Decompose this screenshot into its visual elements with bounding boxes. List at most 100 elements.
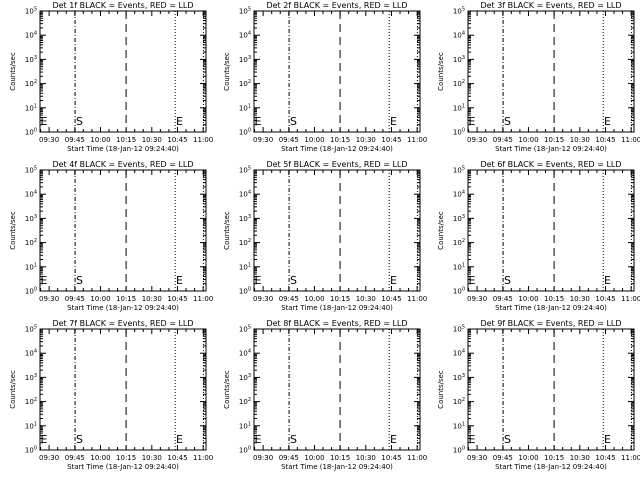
y-tick-label: 101 — [25, 421, 37, 430]
y-tick-label: 100 — [453, 446, 465, 455]
y-tick-label: 102 — [25, 79, 37, 88]
x-tick-label: 10:15 — [116, 454, 136, 462]
plot-frame — [253, 10, 421, 133]
panel-title: Det 7f BLACK = Events, RED = LLD — [52, 319, 193, 328]
panel-3: Det 3f BLACK = Events, RED = LLD 100 101 10… — [437, 1, 640, 153]
x-axis-label: Start Time (18-Jan-12 09:24:40) — [281, 304, 393, 312]
y-tick-label: 105 — [25, 7, 37, 16]
y-tick-label: 104 — [25, 349, 37, 358]
panel-title: Det 2f BLACK = Events, RED = LLD — [266, 1, 407, 10]
marker-s: S — [504, 274, 511, 287]
y-tick-label: 105 — [239, 7, 251, 16]
marker-e: E — [255, 274, 262, 287]
x-tick-label: 10:45 — [595, 454, 615, 462]
y-tick-label: 102 — [239, 79, 251, 88]
y-tick-label: 104 — [239, 31, 251, 40]
x-tick-label: 10:45 — [595, 295, 615, 303]
y-tick-label: 105 — [25, 166, 37, 175]
x-tick-label: 10:30 — [142, 295, 162, 303]
y-tick-label: 104 — [25, 190, 37, 199]
y-tick-label: 105 — [239, 166, 251, 175]
y-tick-label: 102 — [453, 79, 465, 88]
y-tick-label: 101 — [239, 103, 251, 112]
panel-title: Det 8f BLACK = Events, RED = LLD — [266, 319, 407, 328]
marker-e: E — [41, 274, 48, 287]
panel-title: Det 5f BLACK = Events, RED = LLD — [266, 160, 407, 169]
x-tick-label: 10:30 — [142, 136, 162, 144]
x-tick-label: 11:00 — [407, 454, 427, 462]
x-tick-label: 10:45 — [595, 136, 615, 144]
x-tick-label: 10:15 — [544, 136, 564, 144]
y-tick-label: 103 — [239, 55, 251, 64]
y-tick-label: 105 — [239, 325, 251, 334]
x-tick-label: 10:15 — [330, 295, 350, 303]
x-tick-label: 11:00 — [193, 136, 213, 144]
y-axis-label: Counts/sec — [437, 52, 445, 91]
y-tick-label: 103 — [453, 373, 465, 382]
plot-frame — [253, 169, 421, 292]
x-tick-label: 10:15 — [116, 136, 136, 144]
panel-1: Det 1f BLACK = Events, RED = LLD 100 101 10… — [9, 1, 213, 153]
x-tick-label: 10:00 — [90, 454, 110, 462]
x-tick-label: 10:30 — [142, 454, 162, 462]
marker-e: E — [176, 115, 183, 128]
marker-e: E — [604, 274, 611, 287]
x-tick-label: 09:45 — [65, 136, 85, 144]
x-tick-label: 10:30 — [570, 295, 590, 303]
x-axis-label: Start Time (18-Jan-12 09:24:40) — [67, 463, 179, 471]
x-tick-label: 09:30 — [39, 136, 59, 144]
panel-7: Det 7f BLACK = Events, RED = LLD 100 101 10… — [9, 319, 213, 471]
x-tick-label: 10:15 — [544, 295, 564, 303]
marker-s: S — [290, 274, 297, 287]
marker-e: E — [255, 433, 262, 446]
plot-frame — [253, 328, 421, 451]
marker-e: E — [469, 115, 476, 128]
x-tick-label: 10:45 — [381, 454, 401, 462]
y-axis-label: Counts/sec — [9, 370, 17, 409]
x-tick-label: 09:45 — [493, 454, 513, 462]
x-tick-label: 10:45 — [167, 454, 187, 462]
marker-e: E — [176, 274, 183, 287]
x-tick-label: 11:00 — [621, 454, 640, 462]
y-tick-label: 105 — [453, 166, 465, 175]
x-tick-label: 10:15 — [330, 454, 350, 462]
marker-e: E — [390, 274, 397, 287]
y-tick-label: 102 — [25, 238, 37, 247]
x-tick-label: 10:00 — [90, 295, 110, 303]
y-tick-label: 101 — [25, 262, 37, 271]
panel-9: Det 9f BLACK = Events, RED = LLD 100 101 10… — [437, 319, 640, 471]
x-tick-label: 10:30 — [356, 454, 376, 462]
x-tick-label: 10:00 — [518, 136, 538, 144]
x-tick-label: 10:30 — [356, 295, 376, 303]
plot-frame — [467, 328, 635, 451]
x-tick-label: 09:30 — [39, 454, 59, 462]
y-tick-label: 101 — [453, 262, 465, 271]
y-tick-label: 103 — [239, 373, 251, 382]
y-tick-label: 103 — [25, 214, 37, 223]
y-tick-label: 100 — [25, 128, 37, 137]
x-tick-label: 11:00 — [621, 136, 640, 144]
marker-s: S — [76, 274, 83, 287]
y-tick-label: 104 — [239, 190, 251, 199]
x-axis-label: Start Time (18-Jan-12 09:24:40) — [495, 463, 607, 471]
y-tick-label: 103 — [25, 55, 37, 64]
y-axis-label: Counts/sec — [9, 52, 17, 91]
y-tick-label: 100 — [25, 446, 37, 455]
x-tick-label: 10:00 — [304, 454, 324, 462]
x-tick-label: 10:30 — [570, 454, 590, 462]
x-axis-label: Start Time (18-Jan-12 09:24:40) — [67, 304, 179, 312]
panel-title: Det 4f BLACK = Events, RED = LLD — [52, 160, 193, 169]
y-tick-label: 102 — [25, 397, 37, 406]
plot-frame — [39, 169, 207, 292]
x-tick-label: 11:00 — [193, 454, 213, 462]
y-tick-label: 102 — [239, 238, 251, 247]
x-axis-label: Start Time (18-Jan-12 09:24:40) — [281, 145, 393, 153]
x-tick-label: 10:15 — [544, 454, 564, 462]
y-tick-label: 101 — [453, 103, 465, 112]
x-tick-label: 10:45 — [381, 295, 401, 303]
x-tick-label: 10:15 — [330, 136, 350, 144]
panel-6: Det 6f BLACK = Events, RED = LLD 100 101 10… — [437, 160, 640, 312]
y-axis-label: Counts/sec — [223, 211, 231, 250]
x-tick-label: 10:30 — [570, 136, 590, 144]
x-axis-label: Start Time (18-Jan-12 09:24:40) — [281, 463, 393, 471]
